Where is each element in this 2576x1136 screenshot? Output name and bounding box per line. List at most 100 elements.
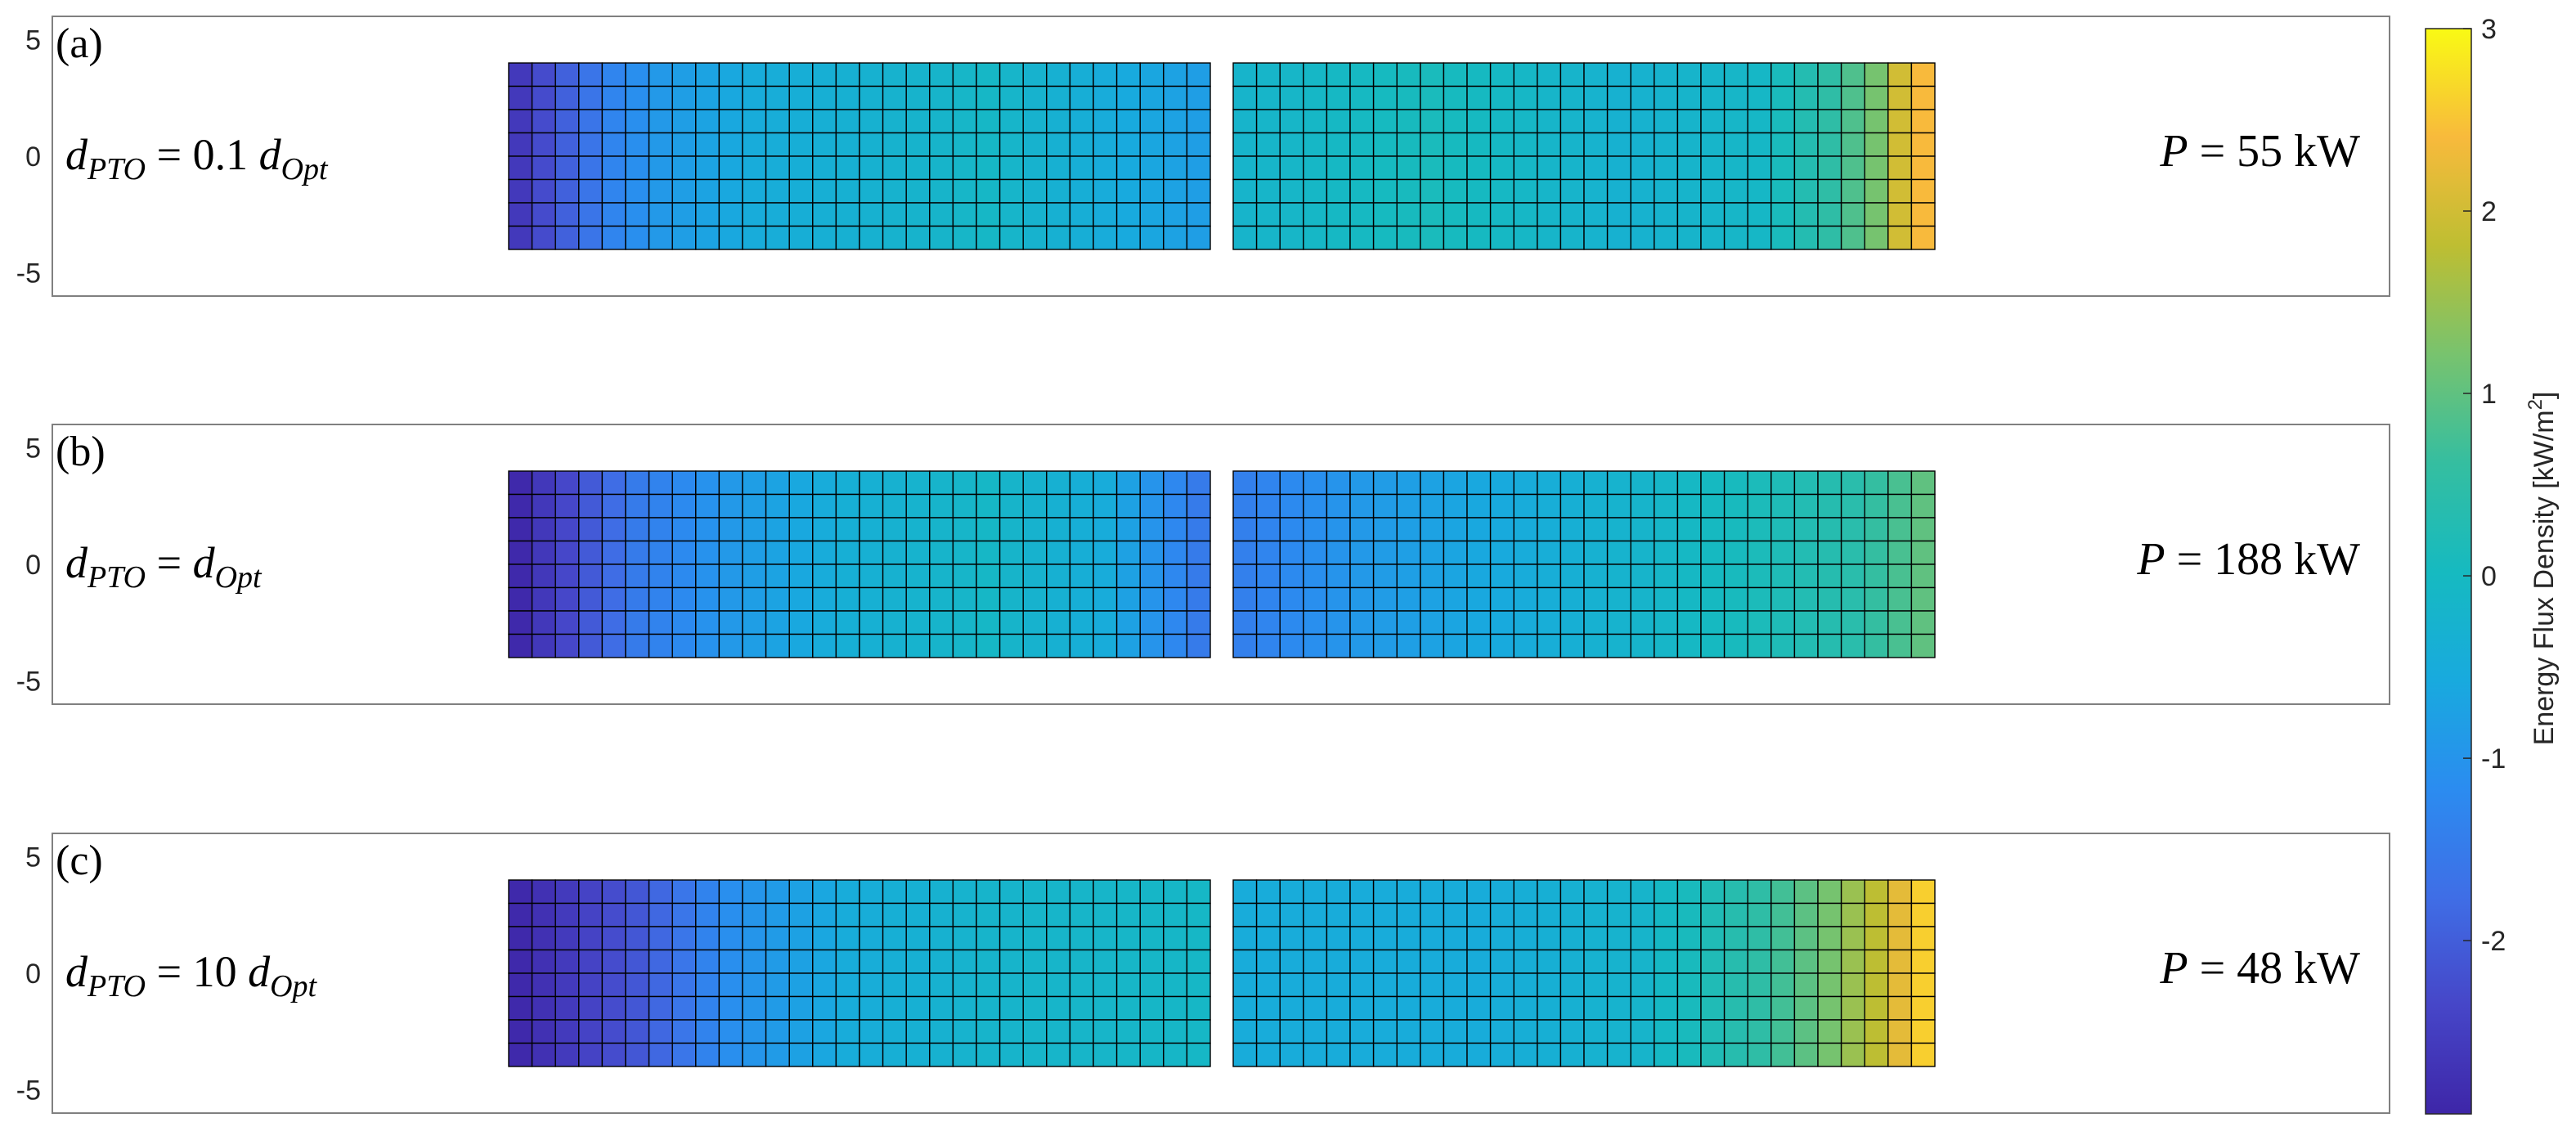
heatmap-cell [1139,1042,1165,1067]
heatmap-cell [1887,879,1913,905]
heatmap-cell [1186,132,1211,157]
heatmap-cell [695,85,720,110]
heatmap-cell [601,995,626,1021]
heatmap-cell [976,85,1001,110]
heatmap-cell [1466,633,1492,658]
heatmap-cell [1700,1019,1726,1044]
heatmap-cell [718,564,743,589]
heatmap-cell [1232,155,1258,181]
heatmap-cell [1139,470,1165,496]
heatmap-cell [578,633,604,658]
heatmap-cell [1186,109,1211,134]
heatmap-cell [1723,995,1748,1021]
heatmap-cell [1093,132,1118,157]
heatmap-cell [1793,972,1819,998]
heatmap-cell [1654,926,1679,951]
heatmap-cell [531,995,556,1021]
heatmap-cell [812,178,837,204]
heatmap-cell [812,879,837,905]
heatmap-cell [765,610,790,635]
heatmap-cell [1537,493,1562,519]
heatmap-cell [1326,470,1351,496]
heatmap-cell [835,1019,860,1044]
heatmap-cell [695,493,720,519]
heatmap-cell [1887,225,1913,250]
heatmap-cell [1420,564,1445,589]
heatmap-cell [1326,62,1351,88]
heatmap-cell [508,879,533,905]
heatmap-cell [1770,62,1796,88]
heatmap-cell [859,62,884,88]
heatmap-cell [812,610,837,635]
heatmap-cell [812,470,837,496]
heatmap-cell [1279,633,1304,658]
heatmap-cell [1630,949,1655,974]
heatmap-cell [1069,225,1094,250]
heatmap-cell [1840,1042,1865,1067]
heatmap-cell [1840,178,1865,204]
heatmap-cell [1186,155,1211,181]
heatmap-cell [835,178,860,204]
heatmap-cell [1489,109,1515,134]
heatmap-cell [1864,972,1889,998]
heatmap-cell [508,470,533,496]
heatmap-cell [1630,470,1655,496]
heatmap-cell [1326,972,1351,998]
heatmap-cell [1887,1042,1913,1067]
heatmap-cell [1396,517,1421,542]
heatmap-cell [929,1019,954,1044]
heatmap-cell [1232,517,1258,542]
heatmap-cell [1349,202,1375,227]
heatmap-cell [1700,155,1726,181]
heatmap-cell [1630,633,1655,658]
heatmap-cell [1793,62,1819,88]
heatmap-cell [788,586,814,612]
heatmap-cell [554,879,580,905]
heatmap-cell [1279,225,1304,250]
heatmap-cell [1676,540,1702,565]
heatmap-cell [1303,879,1328,905]
heatmap-cell [999,633,1024,658]
heatmap-cell [812,564,837,589]
heatmap-cell [531,564,556,589]
heatmap-cell [671,132,697,157]
heatmap-cell [508,1019,533,1044]
heatmap-cell [742,926,767,951]
heatmap-cell [835,517,860,542]
heatmap-cell [1887,178,1913,204]
heatmap-cell [578,62,604,88]
heatmap-cell [1770,949,1796,974]
heatmap-cell [1887,493,1913,519]
heatmap-cell [1723,132,1748,157]
heatmap-cell [1537,1019,1562,1044]
heatmap-cell [976,949,1001,974]
heatmap-cell [1115,1019,1141,1044]
heatmap-cell [718,517,743,542]
heatmap-cell [1489,517,1515,542]
heatmap-cell [1232,926,1258,951]
heatmap-cell [859,879,884,905]
heatmap-cell [1817,85,1842,110]
heatmap-cell [1255,517,1281,542]
heatmap-cell [578,155,604,181]
heatmap-cell [765,178,790,204]
heatmap-cell [882,470,907,496]
heatmap-cell [1630,493,1655,519]
heatmap-cell [1372,470,1398,496]
heatmap-cell [1537,949,1562,974]
heatmap-cell [1606,610,1631,635]
heatmap-cell [1466,564,1492,589]
heatmap-cell [835,493,860,519]
heatmap-cell [742,132,767,157]
heatmap-cell [812,109,837,134]
heatmap-cell [1606,470,1631,496]
heatmap-cell [1700,132,1726,157]
heatmap-cell [1443,540,1468,565]
heatmap-cell [508,540,533,565]
heatmap-cell [905,633,931,658]
heatmap-cell [1654,610,1679,635]
heatmap-cell [952,610,977,635]
heatmap-cell [1022,225,1048,250]
heatmap-cell [976,62,1001,88]
heatmap-cell [835,202,860,227]
